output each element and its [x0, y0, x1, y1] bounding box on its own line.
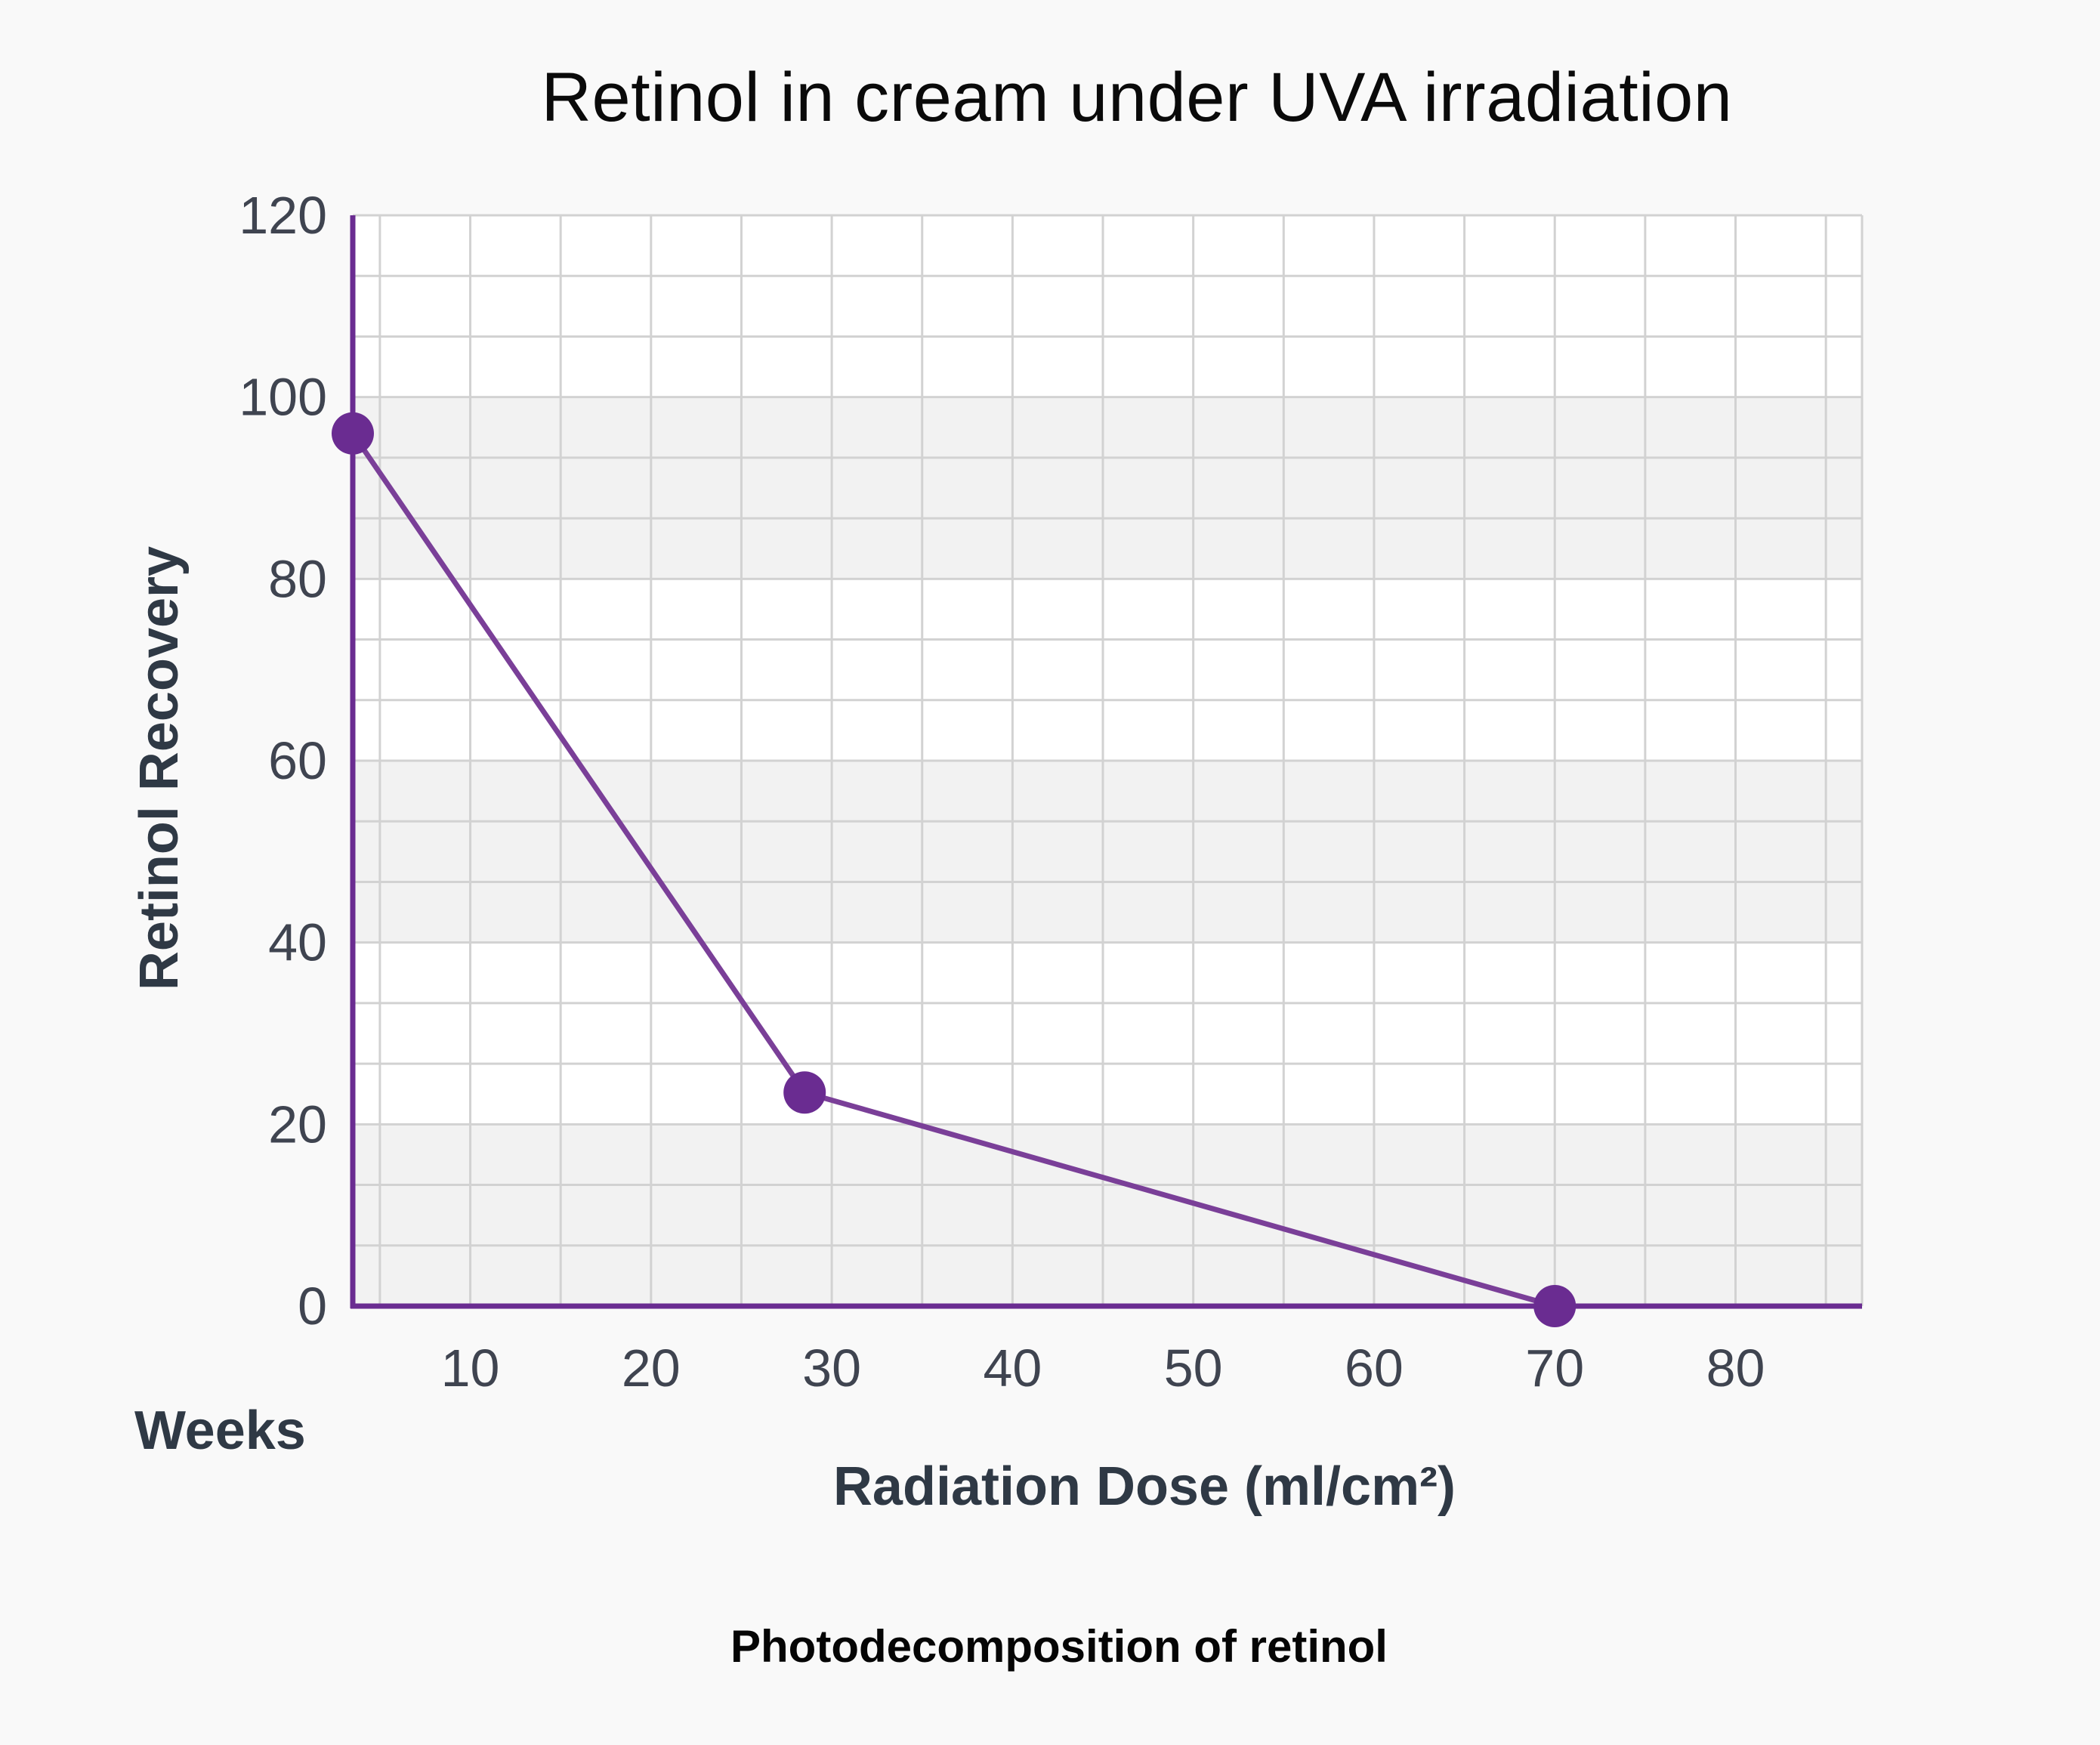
- x-tick-label: 40: [983, 1339, 1042, 1398]
- series-layer: [332, 412, 1577, 1327]
- x-tick-label: 20: [622, 1339, 681, 1398]
- x-axis-corner-label: Weeks: [134, 1401, 306, 1461]
- chart-subtitle: Photodecomposition of retinol: [730, 1621, 1388, 1672]
- data-point: [1533, 1285, 1577, 1327]
- x-tick-label: 60: [1345, 1339, 1404, 1398]
- y-tick-label: 120: [239, 186, 327, 245]
- axes: [350, 215, 1862, 1309]
- x-tick-label: 70: [1525, 1339, 1584, 1398]
- data-point: [783, 1071, 826, 1114]
- tick-labels: 0 20 40 60 80 100 120 10 20 30 40 50 60 70 80: [239, 186, 1765, 1398]
- y-tick-label: 100: [239, 368, 327, 427]
- y-tick-label: 40: [268, 913, 327, 972]
- plot-band: [353, 397, 1862, 579]
- y-tick-label: 20: [268, 1095, 327, 1154]
- y-axis-title: Retinol Recovery: [129, 546, 190, 990]
- x-axis-title: Radiation Dose (ml/cm²): [833, 1456, 1456, 1517]
- plot-band: [353, 1124, 1862, 1306]
- plot-band: [353, 579, 1862, 761]
- y-tick-label: 80: [268, 549, 327, 608]
- x-tick-label: 30: [802, 1339, 861, 1398]
- plot-band: [353, 942, 1862, 1125]
- data-point: [332, 412, 374, 455]
- grid-lines: [353, 214, 1864, 1308]
- x-tick-label: 10: [441, 1339, 500, 1398]
- plot-background: [353, 215, 1862, 1306]
- y-tick-label: 60: [268, 731, 327, 790]
- plot-band: [353, 761, 1862, 943]
- x-tick-label: 50: [1164, 1339, 1223, 1398]
- y-tick-label: 0: [298, 1277, 327, 1336]
- x-tick-label: 80: [1706, 1339, 1765, 1398]
- chart-title: Retinol in cream under UVA irradiation: [542, 59, 1733, 136]
- plot-band: [353, 215, 1862, 397]
